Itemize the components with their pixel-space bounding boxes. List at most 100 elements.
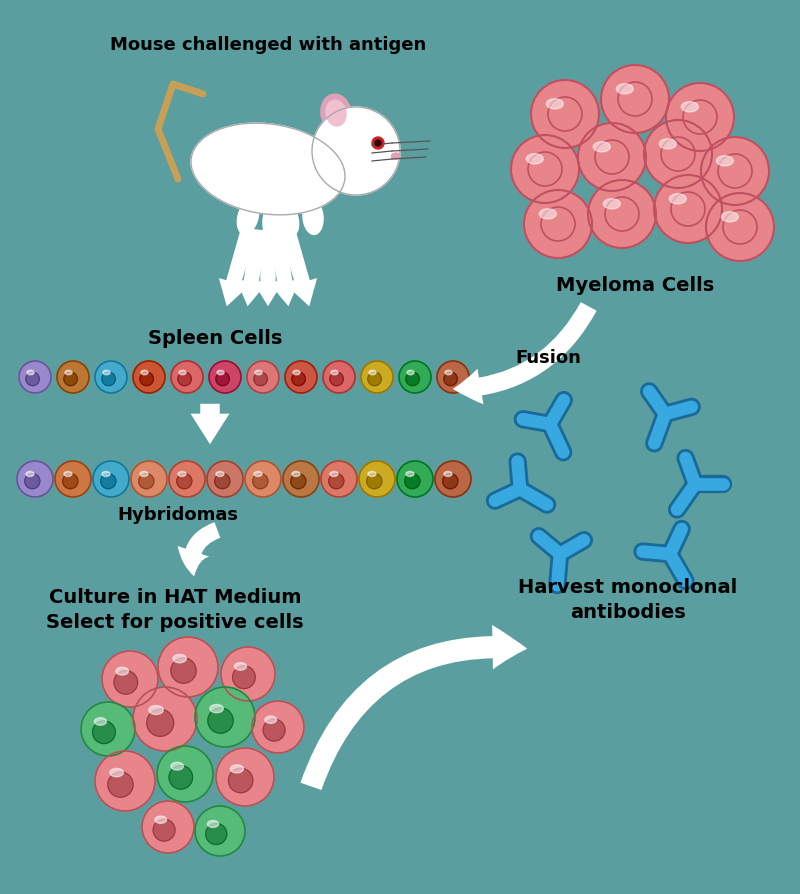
Ellipse shape (27, 371, 34, 375)
Circle shape (57, 361, 89, 393)
Ellipse shape (141, 371, 148, 375)
Circle shape (169, 461, 205, 497)
Circle shape (283, 461, 319, 497)
Circle shape (169, 766, 193, 789)
Ellipse shape (65, 371, 72, 375)
Circle shape (233, 666, 255, 688)
Circle shape (140, 373, 154, 386)
Circle shape (19, 361, 51, 393)
Circle shape (437, 361, 469, 393)
Circle shape (17, 461, 53, 497)
Circle shape (101, 474, 116, 489)
Ellipse shape (331, 371, 338, 375)
Ellipse shape (255, 371, 262, 375)
Circle shape (95, 361, 127, 393)
Ellipse shape (659, 139, 676, 149)
Circle shape (157, 746, 213, 802)
Circle shape (406, 373, 419, 386)
Circle shape (578, 124, 646, 192)
Circle shape (644, 121, 712, 189)
Circle shape (666, 84, 734, 152)
Circle shape (81, 702, 135, 756)
Ellipse shape (326, 101, 346, 127)
Circle shape (654, 176, 722, 244)
Circle shape (292, 373, 306, 386)
Circle shape (177, 474, 192, 489)
Circle shape (285, 361, 317, 393)
Circle shape (216, 373, 230, 386)
Ellipse shape (722, 213, 738, 223)
Circle shape (216, 748, 274, 806)
Circle shape (263, 720, 285, 741)
Circle shape (359, 461, 395, 497)
Ellipse shape (293, 371, 300, 375)
FancyArrowPatch shape (253, 231, 283, 307)
Ellipse shape (369, 371, 376, 375)
Text: Mouse challenged with antigen: Mouse challenged with antigen (110, 36, 426, 54)
FancyArrowPatch shape (270, 230, 300, 307)
Text: Harvest monoclonal
antibodies: Harvest monoclonal antibodies (518, 578, 738, 621)
Circle shape (195, 806, 245, 856)
Ellipse shape (407, 371, 414, 375)
Ellipse shape (210, 704, 223, 713)
Circle shape (62, 474, 78, 489)
Circle shape (207, 461, 243, 497)
Ellipse shape (292, 472, 300, 477)
Circle shape (405, 474, 420, 489)
Circle shape (397, 461, 433, 497)
Ellipse shape (140, 472, 148, 477)
Circle shape (133, 361, 165, 393)
Ellipse shape (64, 472, 72, 477)
Circle shape (93, 461, 129, 497)
Ellipse shape (238, 200, 258, 235)
Circle shape (252, 701, 304, 753)
Ellipse shape (391, 154, 401, 160)
Circle shape (108, 772, 133, 797)
FancyArrowPatch shape (301, 625, 527, 790)
Circle shape (153, 819, 175, 841)
Circle shape (131, 461, 167, 497)
Ellipse shape (526, 155, 543, 164)
Circle shape (701, 138, 769, 206)
Circle shape (372, 138, 384, 150)
Circle shape (253, 474, 268, 489)
Circle shape (208, 708, 233, 733)
Text: Spleen Cells: Spleen Cells (148, 328, 282, 347)
Ellipse shape (265, 716, 277, 723)
Circle shape (442, 474, 458, 489)
Ellipse shape (94, 718, 106, 725)
Circle shape (366, 474, 382, 489)
Circle shape (171, 658, 196, 683)
Ellipse shape (149, 705, 163, 714)
Ellipse shape (230, 765, 243, 773)
Ellipse shape (171, 763, 183, 771)
Circle shape (26, 373, 39, 386)
Ellipse shape (263, 205, 283, 240)
Ellipse shape (155, 816, 166, 823)
Circle shape (601, 66, 669, 134)
Ellipse shape (217, 371, 224, 375)
Circle shape (133, 687, 197, 751)
Ellipse shape (102, 472, 110, 477)
Circle shape (247, 361, 279, 393)
Circle shape (312, 108, 400, 196)
Text: Culture in HAT Medium
Select for positive cells: Culture in HAT Medium Select for positiv… (46, 587, 304, 631)
Text: Fusion: Fusion (515, 349, 581, 367)
FancyArrowPatch shape (178, 522, 220, 577)
Circle shape (361, 361, 393, 393)
Ellipse shape (116, 668, 129, 675)
Circle shape (95, 751, 155, 811)
Ellipse shape (682, 103, 698, 113)
Ellipse shape (616, 85, 634, 95)
Ellipse shape (321, 95, 351, 132)
Circle shape (435, 461, 471, 497)
Circle shape (368, 373, 382, 386)
Ellipse shape (110, 769, 123, 777)
Circle shape (254, 373, 267, 386)
FancyArrowPatch shape (453, 303, 597, 405)
Circle shape (114, 670, 138, 695)
Circle shape (138, 474, 154, 489)
Circle shape (524, 190, 592, 258)
Circle shape (375, 141, 381, 147)
Circle shape (329, 474, 344, 489)
